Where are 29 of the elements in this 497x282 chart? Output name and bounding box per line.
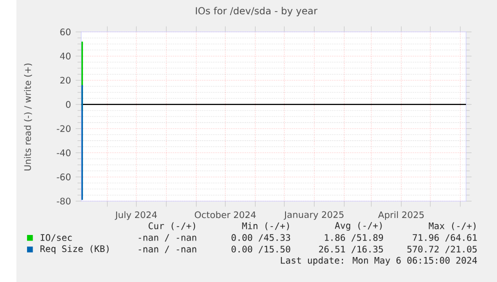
- y-axis-title: Units read (-) / write (+): [24, 63, 32, 170]
- text: -nan / -nan: [138, 234, 196, 242]
- y-tick-label: 40: [60, 52, 71, 60]
- text: 570.72 /21.05: [407, 246, 477, 254]
- text: Max (-/+): [428, 222, 476, 230]
- text: Avg (-/+): [334, 222, 382, 230]
- text: Last update: Mon May 6 06:15:00 2024: [280, 256, 477, 266]
- y-tick-label: -40: [56, 149, 71, 156]
- chart-title: IOs for /dev/sda - by year: [196, 6, 318, 16]
- y-tick-label: -20: [56, 125, 71, 132]
- text: 71.96 /64.61: [412, 234, 477, 242]
- y-tick-label: 0: [66, 100, 71, 108]
- x-tick-label: January 2025: [284, 211, 344, 220]
- text: 1.86 /51.89: [324, 234, 383, 242]
- text: Min (-/+): [242, 222, 289, 230]
- legend-label: IO/sec: [40, 234, 72, 242]
- text: Cur (-/+): [148, 222, 196, 230]
- text: 26.51 /16.35: [319, 246, 383, 254]
- x-tick-label: October 2024: [194, 211, 256, 218]
- y-tick-label: 60: [60, 28, 71, 36]
- x-tick-label: April 2025: [378, 211, 424, 220]
- legend-label: Req Size (KB): [40, 244, 109, 254]
- y-tick-label: 20: [60, 76, 71, 84]
- text: 0.00 /45.33: [232, 234, 290, 242]
- text: 0.00 /15.50: [232, 246, 290, 254]
- text: -nan / -nan: [138, 246, 196, 254]
- y-tick-label: -80: [56, 198, 71, 204]
- x-tick-label: July 2024: [114, 211, 157, 220]
- y-tick-label: -60: [56, 173, 71, 180]
